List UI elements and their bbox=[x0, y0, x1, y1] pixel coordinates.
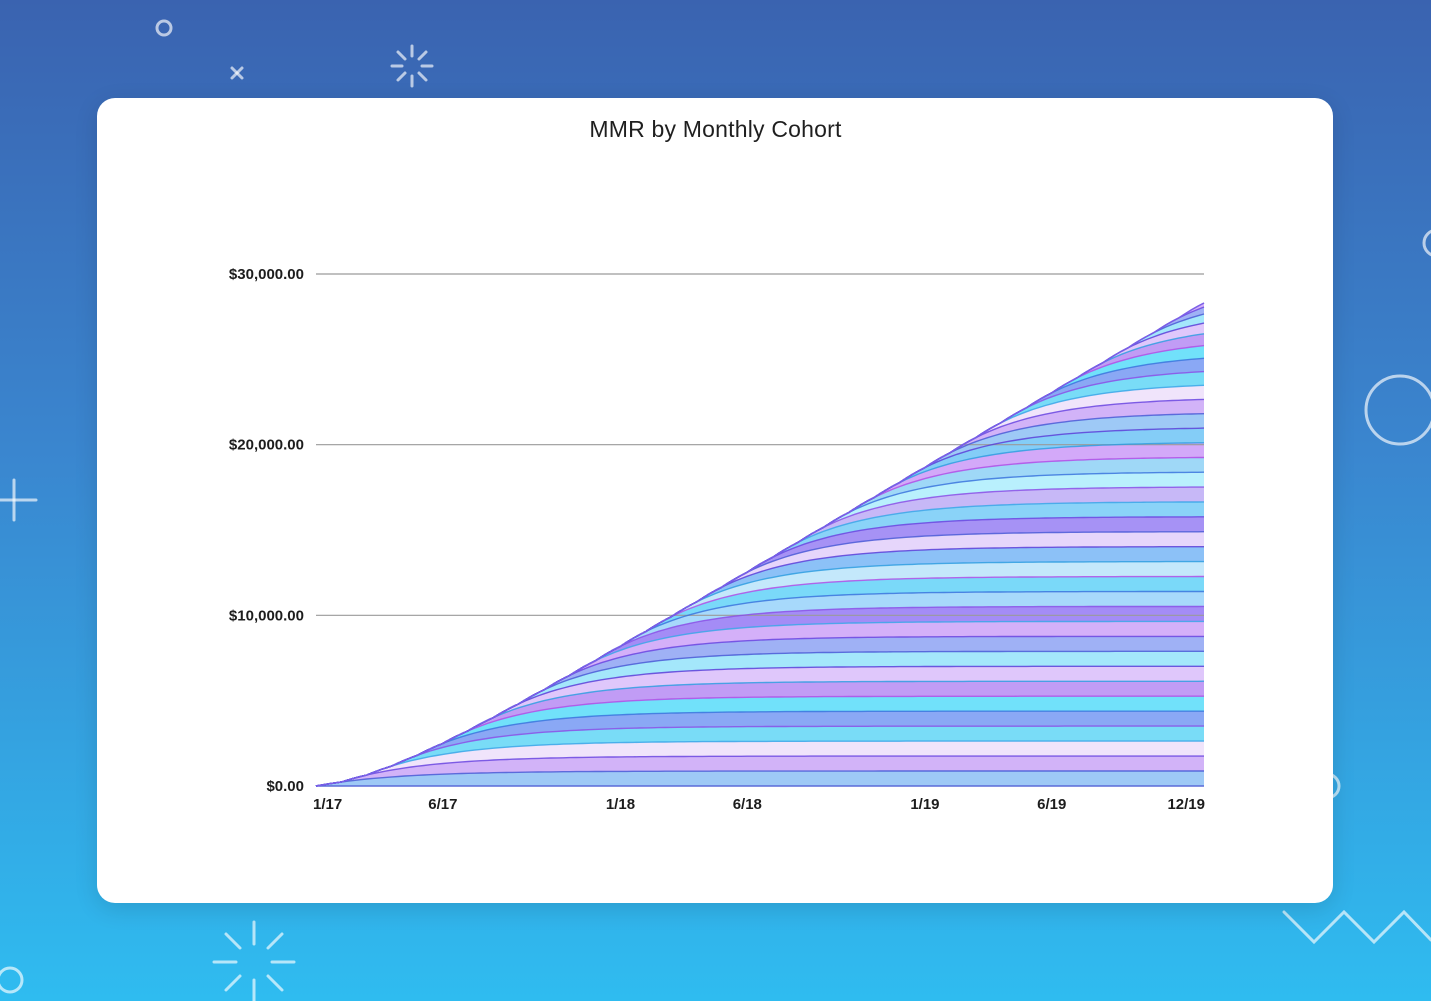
cohort-line bbox=[315, 725, 1204, 787]
y-tick-label: $30,000.00 bbox=[229, 266, 304, 283]
ring-icon bbox=[1422, 229, 1431, 257]
x-tick-label: 1/18 bbox=[606, 796, 635, 813]
cohort-area bbox=[316, 711, 1204, 786]
cohort-lines bbox=[315, 302, 1205, 787]
gridlines bbox=[316, 273, 1204, 787]
cohort-line bbox=[315, 755, 1204, 787]
x-mark-icon bbox=[230, 66, 244, 80]
cohort-line bbox=[315, 710, 1204, 787]
ring-icon bbox=[155, 19, 173, 37]
cohort-line bbox=[315, 770, 1204, 787]
x-tick-label: 12/19 bbox=[1167, 796, 1205, 813]
y-tick-label: $20,000.00 bbox=[229, 437, 304, 454]
x-tick-label: 6/18 bbox=[733, 796, 762, 813]
x-tick-label: 1/19 bbox=[910, 796, 939, 813]
x-axis-ticks: 1/17 6/17 1/18 6/18 1/19 6/19 12/19 bbox=[313, 796, 1205, 813]
x-tick-label: 6/17 bbox=[428, 796, 457, 813]
zigzag-icon bbox=[1282, 909, 1431, 945]
cohort-areas bbox=[316, 303, 1204, 786]
cohort-line bbox=[315, 740, 1204, 787]
y-tick-label: $0.00 bbox=[266, 778, 304, 795]
y-tick-label: $10,000.00 bbox=[229, 607, 304, 624]
plus-icon bbox=[0, 478, 38, 522]
x-tick-label: 6/19 bbox=[1037, 796, 1066, 813]
cohort-area bbox=[316, 651, 1204, 786]
x-tick-label: 1/17 bbox=[313, 796, 342, 813]
cohort-area bbox=[316, 696, 1204, 786]
cohort-area bbox=[316, 681, 1204, 786]
ring-icon bbox=[0, 966, 24, 994]
chart-title: MMR by Monthly Cohort bbox=[589, 116, 842, 142]
cohort-area bbox=[316, 741, 1204, 786]
cohort-line bbox=[315, 302, 1205, 787]
cohort-area bbox=[316, 771, 1204, 786]
sparkle-icon bbox=[212, 920, 296, 1001]
y-axis-ticks: $0.00 $10,000.00 $20,000.00 $30,000.00 bbox=[229, 266, 304, 795]
circle-icon bbox=[1364, 374, 1431, 446]
sparkle-icon bbox=[390, 44, 434, 88]
